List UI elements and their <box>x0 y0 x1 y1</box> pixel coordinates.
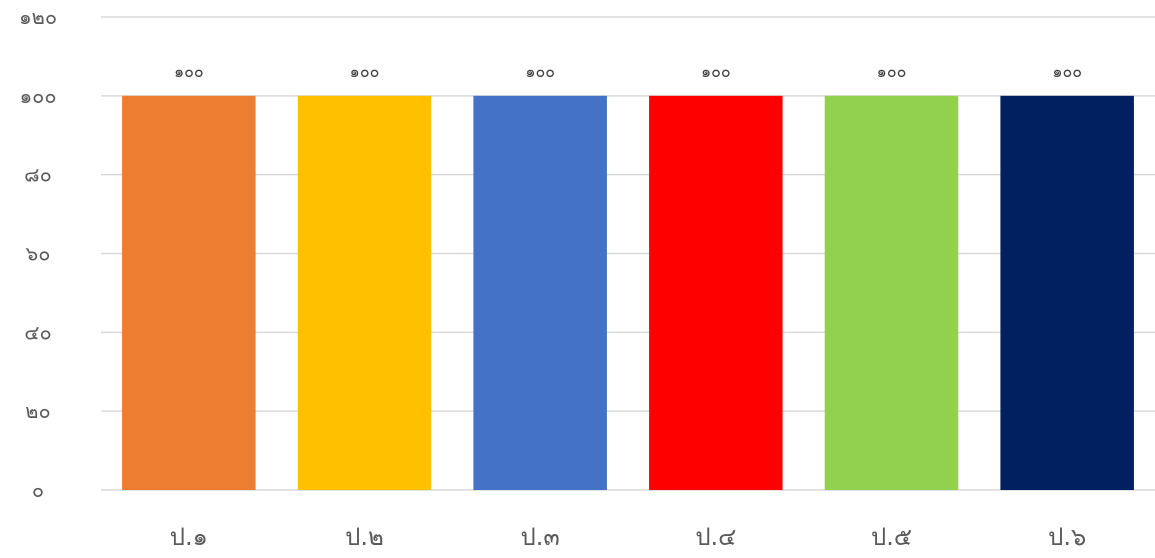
y-tick-label-60: ๖๐ <box>26 242 51 266</box>
x-tick-label-6: ป.๖ <box>1048 523 1086 551</box>
bar-6 <box>1000 95 1134 490</box>
bar-5 <box>824 95 959 490</box>
bar-2 <box>297 95 432 490</box>
gridlines <box>101 16 1155 491</box>
y-tick-label-40: ๔๐ <box>24 320 51 344</box>
data-label-4: ๑๐๐ <box>701 62 731 81</box>
data-label-6: ๑๐๐ <box>1052 62 1082 81</box>
x-tick-label-4: ป.๔ <box>695 523 736 551</box>
bar-3 <box>473 95 607 490</box>
y-tick-label-100: ๑๐๐ <box>19 84 56 108</box>
data-label-3: ๑๐๐ <box>525 62 555 81</box>
bar-4 <box>649 95 783 490</box>
x-axis-tick-labels: ป.๑ ป.๒ ป.๓ ป.๔ ป.๕ ป.๖ <box>170 523 1086 551</box>
data-label-5: ๑๐๐ <box>877 62 907 81</box>
y-tick-label-0: ๐ <box>32 478 44 502</box>
data-label-2: ๑๐๐ <box>350 62 380 81</box>
x-tick-label-1: ป.๑ <box>170 523 208 551</box>
x-tick-label-5: ป.๕ <box>871 523 912 551</box>
y-tick-label-20: ๒๐ <box>25 399 50 423</box>
x-tick-label-3: ป.๓ <box>521 523 560 551</box>
bar-1 <box>122 95 256 490</box>
data-label-1: ๑๐๐ <box>174 62 204 81</box>
data-labels: ๑๐๐ ๑๐๐ ๑๐๐ ๑๐๐ ๑๐๐ ๑๐๐ <box>174 62 1082 81</box>
y-tick-label-120: ๑๒๐ <box>19 5 57 29</box>
x-tick-label-2: ป.๒ <box>345 523 384 551</box>
bars <box>122 95 1134 490</box>
y-tick-label-80: ๘๐ <box>24 163 52 187</box>
y-axis-tick-labels: ๐ ๒๐ ๔๐ ๖๐ ๘๐ ๑๐๐ ๑๒๐ <box>19 5 57 502</box>
